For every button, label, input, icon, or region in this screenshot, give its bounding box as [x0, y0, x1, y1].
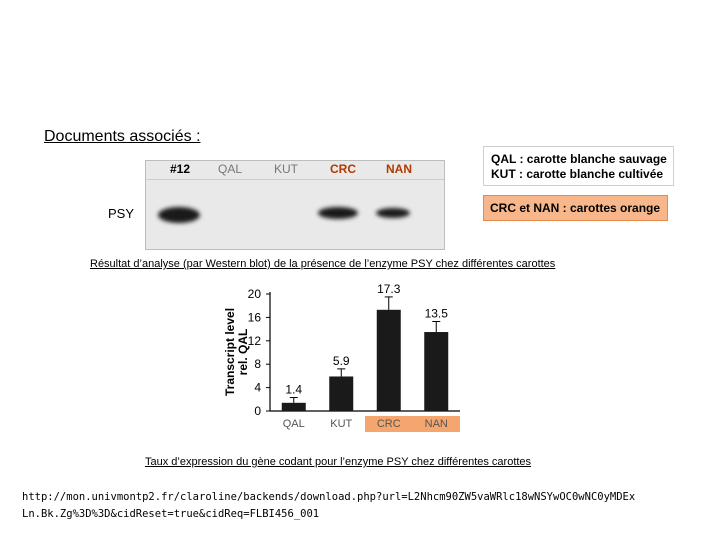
x-category-label: QAL [282, 418, 305, 430]
y-axis-label-line2: rel. QAL [236, 329, 250, 376]
blot-band-nan [376, 208, 410, 218]
blot-band-12 [158, 207, 200, 223]
x-category-label: KUT [330, 418, 353, 430]
source-url-line2[interactable]: Ln.Bk.Zg%3D%3D&cidReset=true&cidReq=FLBI… [22, 508, 320, 520]
x-category-label: NAN [412, 416, 460, 432]
bar [281, 402, 306, 411]
lane-label-qal: QAL [218, 162, 243, 176]
source-url-line1[interactable]: http://mon.univmontp2.fr/claroline/backe… [22, 491, 636, 503]
lane-label-crc: CRC [330, 162, 356, 176]
bar [376, 309, 401, 411]
blot-band-crc [318, 207, 358, 219]
bar [424, 332, 449, 411]
y-tick-label: 16 [248, 310, 262, 324]
legend-line-kut: KUT : carotte blanche cultivée [491, 167, 664, 181]
legend-box: QAL : carotte blanche sauvage KUT : caro… [483, 146, 674, 186]
legend-orange-box: CRC et NAN : carottes orange [483, 195, 668, 221]
western-blot-image: #12 QAL KUT CRC NAN [145, 160, 445, 250]
x-category-label: CRC [365, 416, 413, 432]
legend-line-qal: QAL : carotte blanche sauvage [491, 152, 667, 166]
legend-line-orange: CRC et NAN : carottes orange [490, 201, 661, 215]
blot-row-label: PSY [108, 206, 135, 221]
y-tick-label: 0 [254, 404, 261, 418]
chart-category-strip: QAL KUT CRC NAN [270, 416, 460, 432]
y-tick-label: 8 [254, 357, 261, 371]
bar-value-label: 17.3 [377, 282, 401, 296]
lane-label-kut: KUT [274, 162, 298, 176]
bar [329, 376, 354, 411]
lane-label-nan: NAN [386, 162, 412, 176]
y-axis-label-line1: Transcript level [223, 308, 237, 396]
caption-blot: Résultat d’analyse (par Western blot) de… [90, 258, 556, 270]
lane-label-12: #12 [170, 162, 191, 176]
section-heading: Documents associés : [44, 128, 201, 145]
source-url[interactable]: http://mon.univmontp2.fr/claroline/backe… [22, 489, 635, 523]
y-tick-label: 4 [254, 381, 261, 395]
expression-bar-chart: 0 4 8 12 16 20 Transcript level rel. QAL 1.4 5.9 1… [223, 282, 460, 418]
bar-value-label: 5.9 [333, 354, 350, 368]
bar-value-label: 1.4 [285, 383, 302, 397]
caption-chart: Taux d’expression du gène codant pour l’… [145, 456, 532, 468]
bar-value-label: 13.5 [425, 306, 449, 320]
y-tick-label: 12 [248, 334, 262, 348]
y-tick-label: 20 [248, 287, 262, 301]
